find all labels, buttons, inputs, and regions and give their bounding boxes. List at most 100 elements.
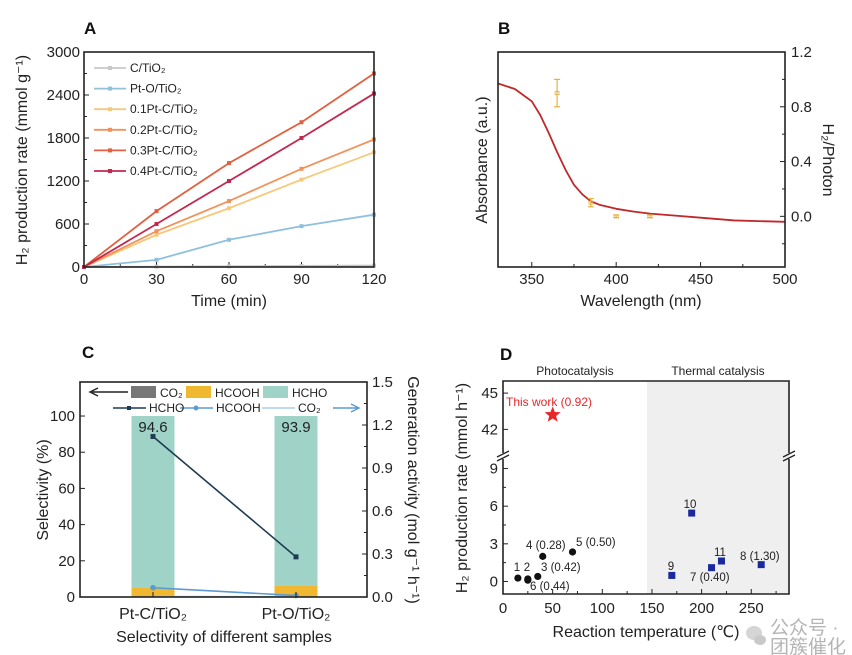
- data-point: [150, 433, 156, 439]
- y-right-tick-label: 0.0: [372, 589, 393, 606]
- y-tick-label: 40: [58, 517, 75, 534]
- legend-marker: [108, 66, 112, 70]
- legend-label: 0.4Pt-C/TiO₂: [130, 164, 198, 178]
- point-label: 8 (1.30): [740, 551, 780, 563]
- axis-break-mark: [782, 454, 796, 462]
- y-tick-label: 1200: [47, 173, 80, 190]
- point-label: 4 (0.28): [526, 540, 566, 552]
- data-point: [613, 214, 619, 219]
- panel-a-plot: [82, 51, 376, 269]
- axis-break-mark: [496, 450, 510, 458]
- data-point: [227, 161, 231, 166]
- data-point: [154, 209, 159, 214]
- plot-frame: [83, 51, 375, 268]
- y-axis-label: Absorbance (a.u.): [474, 96, 491, 223]
- x-tick-label: 120: [361, 271, 386, 288]
- panel-c-plot: [79, 381, 368, 599]
- data-point: [154, 229, 159, 234]
- data-point: [647, 214, 653, 219]
- x-tick-label: 200: [689, 600, 714, 617]
- legend-label: HCHO: [149, 401, 184, 415]
- y-tick-label: 6: [490, 498, 498, 515]
- y-tick-label: 3000: [47, 44, 80, 61]
- data-point: [227, 206, 231, 211]
- data-point: [227, 237, 231, 242]
- bar-segment: [274, 416, 318, 586]
- absorbance-curve: [497, 82, 786, 223]
- axis-break-mark: [782, 450, 796, 458]
- data-point: [154, 232, 159, 237]
- y-right-tick-label: 0.6: [372, 503, 393, 520]
- legend-swatch: [263, 386, 288, 398]
- y-right-tick-label: 0.3: [372, 546, 393, 563]
- data-point: [554, 91, 560, 95]
- x-tick-label: 250: [739, 600, 764, 617]
- panel-label-c: C: [82, 343, 94, 362]
- x-axis-label: Reaction temperature (℃): [553, 624, 740, 641]
- legend-swatch: [186, 386, 211, 398]
- x-tick-label: 60: [221, 271, 238, 288]
- x-axis-label: Wavelength (nm): [580, 293, 701, 310]
- y-right-tick-label: 0.8: [791, 99, 812, 116]
- y-tick-label: 20: [58, 553, 75, 570]
- x-tick-label: 150: [639, 600, 664, 617]
- data-point: [299, 120, 304, 125]
- legend-label: 0.1Pt-C/TiO₂: [130, 102, 198, 116]
- activity-line: [152, 435, 297, 558]
- legend-label: HCOOH: [215, 386, 260, 400]
- watermark-line: 团簇催化: [770, 636, 846, 655]
- point-label: 1: [514, 562, 520, 574]
- x-tick-label: 350: [519, 271, 544, 288]
- right-axis-arrow-icon: [333, 403, 361, 413]
- legend-label: HCOOH: [216, 401, 261, 415]
- data-point: [299, 177, 304, 182]
- point-label: 6 (0.44): [530, 581, 570, 593]
- bar-value-label: 94.6: [138, 419, 167, 436]
- bar-segment: [131, 416, 175, 588]
- legend-label: C/TiO₂: [130, 61, 166, 75]
- y-tick-label: 100: [50, 408, 75, 425]
- bar-segment: [131, 587, 175, 597]
- x-tick-label: 0: [80, 271, 88, 288]
- watermark-line: 公众号 ·: [770, 617, 839, 639]
- plot-frame: [502, 380, 790, 595]
- y-right-axis-label: H₂/Photon: [819, 124, 836, 197]
- panel-label-b: B: [498, 19, 510, 38]
- y-tick-label: 60: [58, 480, 75, 497]
- legend-label: CO₂: [298, 401, 321, 415]
- y-tick-label: 0: [72, 259, 80, 276]
- x-tick-label: 100: [590, 600, 615, 617]
- point-label: 11: [714, 547, 726, 559]
- legend-marker: [127, 406, 131, 410]
- panel-d-plot: [496, 380, 796, 595]
- legend-label: 0.2Pt-C/TiO₂: [130, 123, 198, 137]
- region-label: Thermal catalysis: [671, 364, 764, 378]
- y-tick-label: 42: [481, 421, 498, 438]
- y-tick-label: 80: [58, 444, 75, 461]
- point-label: 5 (0.50): [576, 537, 616, 549]
- y-tick-label: 9: [490, 461, 498, 478]
- x-axis-label: Selectivity of different samples: [116, 629, 332, 646]
- y-tick-label: 600: [55, 216, 80, 233]
- y-tick-label: 3: [490, 536, 498, 553]
- category-label: Pt-O/TiO₂: [262, 606, 331, 623]
- y-tick-label: 0: [490, 573, 498, 590]
- legend-marker: [108, 169, 112, 173]
- data-point: [154, 222, 159, 226]
- category-label: Pt-C/TiO₂: [119, 606, 187, 623]
- legend-marker: [193, 405, 199, 411]
- legend-label: CO₂: [160, 386, 183, 400]
- point-label: 3 (0.42): [541, 562, 581, 574]
- legend-label: Pt-O/TiO₂: [130, 82, 182, 96]
- y-right-tick-label: 0.4: [791, 154, 812, 171]
- region-label: Photocatalysis: [536, 364, 613, 378]
- thermal-point: [668, 571, 676, 579]
- data-point: [293, 554, 299, 560]
- point-label: 2: [524, 562, 530, 574]
- y-right-tick-label: 1.2: [791, 44, 812, 61]
- y-tick-label: 1800: [47, 130, 80, 147]
- bar-value-label: 93.9: [281, 419, 310, 436]
- legend-marker: [108, 127, 112, 132]
- data-point: [299, 224, 304, 229]
- legend-marker: [108, 86, 112, 91]
